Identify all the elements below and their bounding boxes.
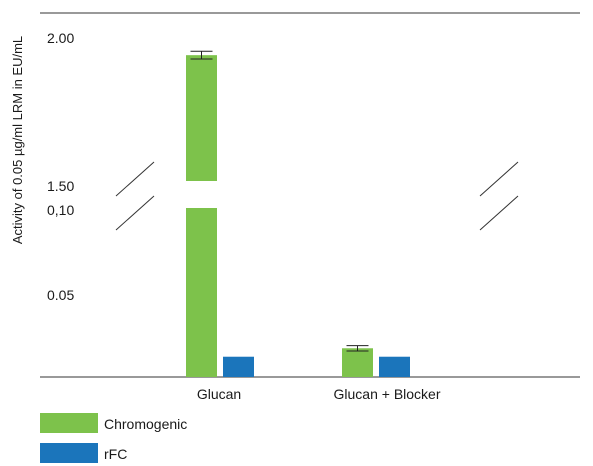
x-tick-label-glucan-blocker: Glucan + Blocker bbox=[334, 386, 441, 402]
x-tick-label-glucan: Glucan bbox=[197, 386, 241, 402]
axis-break-marks-right bbox=[479, 161, 519, 231]
bar-chromogenic-glucan-upper bbox=[186, 55, 217, 181]
y-tick-label-2-00: 2.00 bbox=[47, 30, 74, 46]
bar-chromogenic-glucan-lower bbox=[186, 208, 217, 377]
legend-swatch-rfc bbox=[40, 443, 98, 463]
axis-break-marks-left bbox=[115, 161, 155, 231]
bar-rfc-glucan-blocker bbox=[379, 356, 410, 377]
y-tick-label-1-50: 1.50 bbox=[47, 178, 74, 194]
bar-chromogenic-glucan-blocker bbox=[342, 348, 373, 377]
bars-group bbox=[186, 50, 410, 377]
y-tick-label-0-10: 0,10 bbox=[47, 202, 74, 218]
legend-label-chromogenic: Chromogenic bbox=[104, 416, 187, 432]
legend-label-rfc: rFC bbox=[104, 446, 127, 462]
y-tick-label-0-05: 0.05 bbox=[47, 287, 74, 303]
legend-swatch-chromogenic bbox=[40, 413, 98, 433]
bar-rfc-glucan bbox=[223, 356, 254, 377]
y-axis-label: Activity of 0.05 µg/ml LRM in EU/mL bbox=[10, 36, 25, 244]
